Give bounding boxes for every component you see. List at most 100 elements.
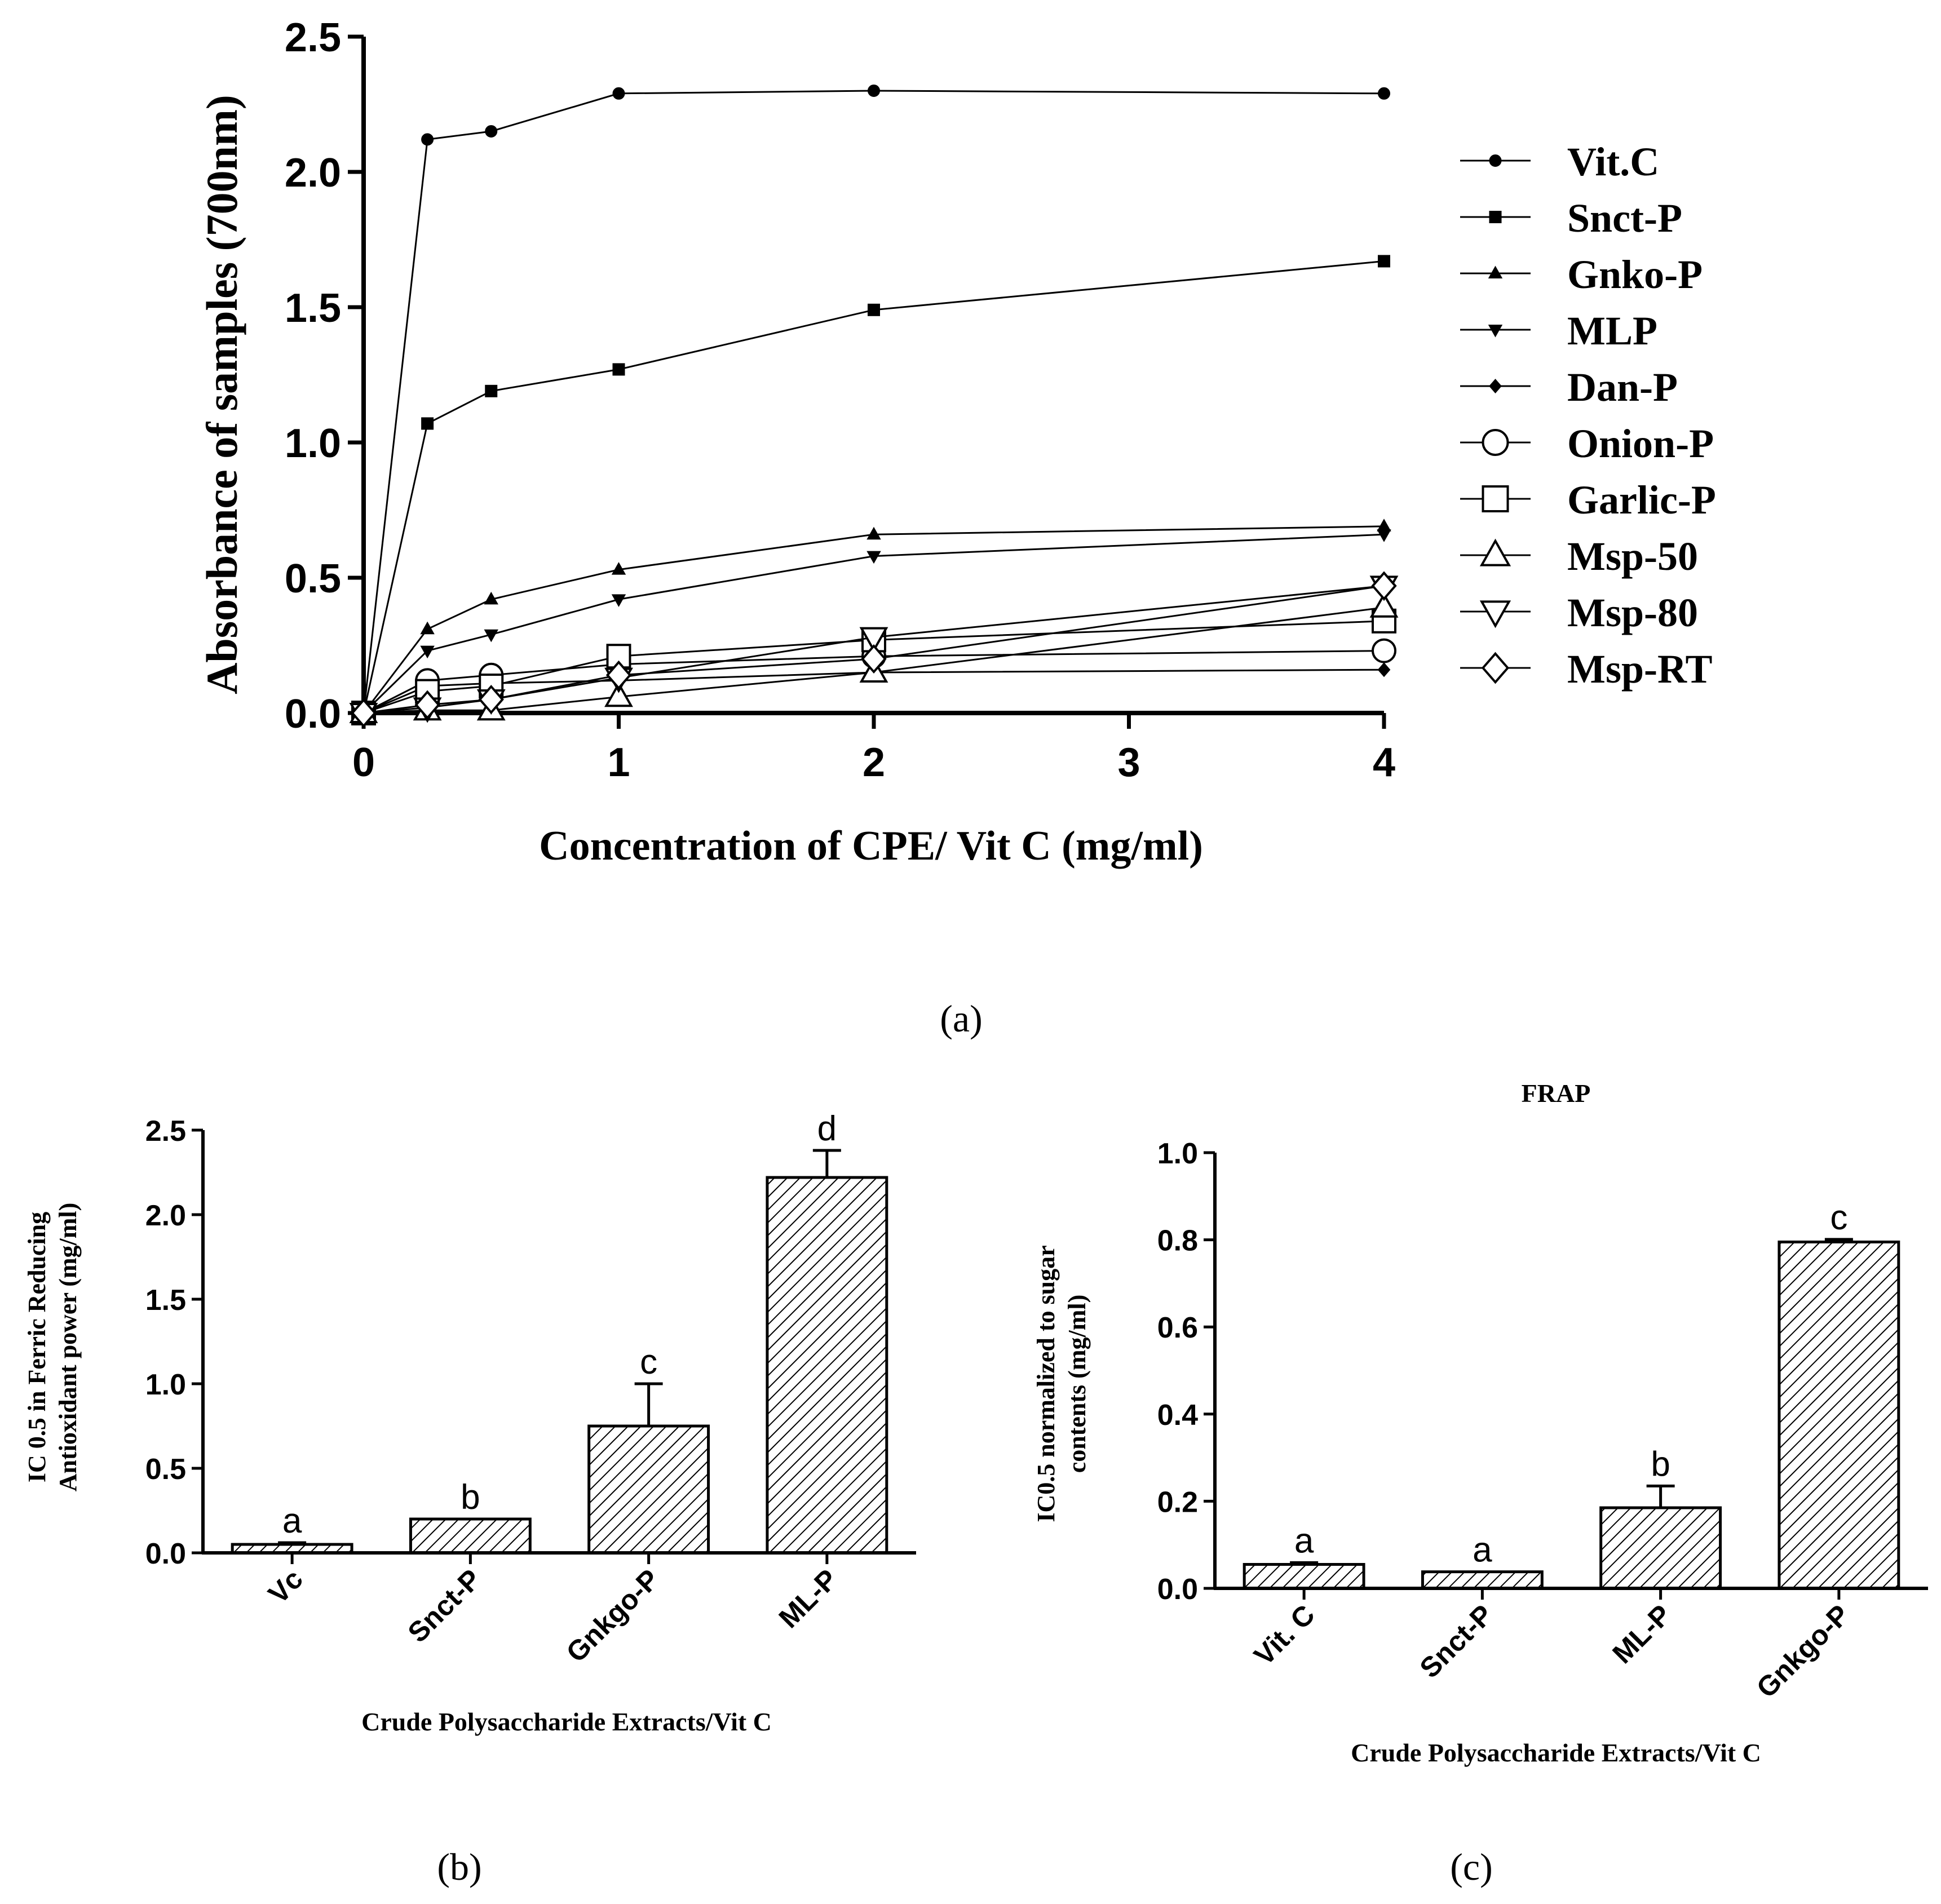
panel-b-chart: 0.0 0.5 1.0 1.5 2.0 2.5 a Vc b Snct-P c Gnkgo-P d ML… — [23, 1109, 916, 1736]
panel-b-y-axis-title-line-2: Antioxidant power (mg/ml) — [54, 1203, 82, 1492]
panel-label-a: (a) — [940, 997, 982, 1040]
data-point-mlp — [1377, 529, 1391, 542]
series-line-gnko-p — [362, 525, 1385, 714]
panel-a-legend: Vit.C Snct-P Gnko-P MLP Dan-P Onion-P Garlic-P… — [1460, 139, 1716, 692]
panel-b-y-tick-label: 1.0 — [145, 1369, 186, 1401]
panel-b-bar-vc — [231, 1543, 353, 1555]
panel-a-y-tick-label: 0.0 — [285, 692, 341, 737]
panel-c-significance-label-ml-p: b — [1651, 1445, 1670, 1484]
panel-c-y-tick-label: 0.4 — [1157, 1399, 1198, 1432]
legend-marker-onion-p — [1482, 429, 1509, 456]
data-point-vit-c — [421, 133, 434, 146]
data-point-dan-p — [1377, 662, 1391, 678]
panel-b-y-tick-label: 0.0 — [145, 1538, 186, 1570]
panel-a-y-tick-label: 0.5 — [285, 556, 341, 601]
legend-entry-msp-50: Msp-50 — [1460, 534, 1698, 579]
data-point-gnko-p — [420, 621, 435, 635]
data-point-snct-p — [485, 384, 498, 397]
legend-label-snct-p: Snct-P — [1567, 196, 1682, 241]
panel-c-bar-group-snct-p: a Snct-P — [1414, 1531, 1544, 1684]
panel-c-y-tick-label: 0.2 — [1157, 1486, 1198, 1518]
panel-c-significance-label-vit-c: a — [1294, 1521, 1314, 1560]
panel-c-bar-group-vit-c: a Vit. C — [1243, 1521, 1365, 1672]
panel-b-x-tick-label-snct-p: Snct-P — [402, 1563, 488, 1649]
legend-marker-msp-50 — [1479, 538, 1511, 566]
panel-c-chart: 0.0 0.2 0.4 0.6 0.8 1.0 a Vit. C a Snct-P b ML-P c G… — [1032, 1079, 1928, 1767]
panel-a-ticks: 0.0 0.5 1.0 1.5 2.0 2.5 0 1 2 3 4 — [285, 15, 1395, 785]
data-point-msp-rt — [1371, 571, 1397, 601]
data-point-mlp — [420, 645, 435, 659]
series-line-vit-c — [362, 90, 1385, 714]
panel-b-bar-group-vc: a Vc — [231, 1502, 353, 1610]
panel-b-bar-group-gnkgo-p: c Gnkgo-P — [560, 1343, 710, 1668]
panel-a-y-tick-label: 1.5 — [285, 286, 341, 331]
series-msp-rt — [351, 571, 1397, 728]
legend-label-onion-p: Onion-P — [1567, 421, 1714, 466]
data-point-gnko-p — [1377, 519, 1391, 532]
panel-c-y-axis-title-line-2: contents (mg/ml) — [1063, 1295, 1091, 1473]
legend-entry-mlp: MLP — [1460, 308, 1657, 353]
panel-c-y-axis-title-line-1: IC0.5 normalized to sugar — [1032, 1245, 1060, 1522]
panel-b-bar-snct-p — [409, 1517, 532, 1555]
legend-label-dan-p: Dan-P — [1567, 365, 1678, 410]
panel-c-bars: a Vit. C a Snct-P b ML-P c Gnkgo-P — [1243, 1198, 1900, 1704]
panel-a-x-tick-label: 4 — [1373, 740, 1395, 785]
data-point-msp-rt — [478, 684, 504, 715]
panel-c-y-tick-label: 0.8 — [1157, 1225, 1198, 1257]
panel-a-y-axis-title: Absorbance of samples (700nm) — [197, 95, 246, 694]
panel-b-bar-group-snct-p: b Snct-P — [402, 1478, 532, 1649]
panel-b-significance-label-ml-p: d — [817, 1109, 837, 1148]
legend-label-msp-80: Msp-80 — [1567, 590, 1698, 635]
panel-b-bars: a Vc b Snct-P c Gnkgo-P d ML-P — [231, 1109, 888, 1668]
legend-marker-gnko-p — [1488, 265, 1503, 278]
data-point-gnko-p — [484, 591, 498, 605]
panel-label-c: (c) — [1450, 1845, 1492, 1888]
panel-c-bar-ml-p — [1599, 1506, 1722, 1590]
legend-label-mlp: MLP — [1567, 308, 1657, 353]
panel-a-chart: 0.0 0.5 1.0 1.5 2.0 2.5 0 1 2 3 4 Vit.C Snct-P Gnko-… — [197, 15, 1716, 869]
data-point-snct-p — [421, 417, 434, 430]
data-point-snct-p — [1378, 255, 1390, 268]
legend-marker-garlic-p — [1482, 485, 1509, 512]
panel-b-significance-label-gnkgo-p: c — [640, 1343, 657, 1381]
panel-a-axes — [361, 37, 1384, 715]
legend-entry-garlic-p: Garlic-P — [1460, 477, 1716, 523]
series-line-mlp — [362, 533, 1385, 714]
legend-label-msp-rt: Msp-RT — [1567, 647, 1712, 692]
panel-c-y-tick-label: 0.6 — [1157, 1312, 1198, 1344]
panel-b-bar-gnkgo-p — [587, 1424, 710, 1555]
panel-b-y-tick-label: 1.5 — [145, 1284, 186, 1317]
panel-a-y-tick-label: 2.5 — [285, 15, 341, 60]
data-point-msp-rt — [861, 644, 887, 674]
legend-marker-dan-p — [1489, 378, 1502, 394]
series-line-snct-p — [362, 260, 1385, 714]
panel-b-x-tick-label-vc: Vc — [262, 1563, 309, 1610]
series-line-msp-80 — [363, 585, 1385, 714]
panel-c-y-tick-label: 1.0 — [1157, 1137, 1198, 1170]
legend-marker-snct-p — [1489, 211, 1502, 223]
panel-c-significance-label-gnkgo-p: c — [1830, 1198, 1847, 1237]
data-point-mlp — [866, 551, 881, 564]
data-point-mlp — [484, 629, 498, 643]
panel-b-y-axis-title-line-1: IC 0.5 in Ferric Reducing — [23, 1212, 51, 1482]
panel-c-x-tick-label-ml-p: ML-P — [1606, 1599, 1677, 1670]
panel-a-y-tick-label: 1.0 — [285, 421, 341, 466]
legend-entry-msp-80: Msp-80 — [1460, 590, 1698, 635]
panel-a-x-axis-title: Concentration of CPE/ Vit C (mg/ml) — [539, 823, 1203, 869]
data-point-vit-c — [868, 85, 880, 97]
data-point-msp-50 — [604, 681, 633, 707]
panel-b-bar-group-ml-p: d ML-P — [766, 1109, 888, 1634]
data-point-vit-c — [485, 125, 498, 138]
legend-marker-vit-c — [1489, 154, 1502, 167]
panel-b-x-axis-title: Crude Polysaccharide Extracts/Vit C — [361, 1707, 772, 1736]
data-point-mlp — [611, 594, 626, 607]
panel-c-bar-gnkgo-p — [1778, 1240, 1900, 1590]
panel-c-x-tick-label-vit-c: Vit. C — [1248, 1599, 1321, 1671]
panel-b-x-tick-label-gnkgo-p: Gnkgo-P — [560, 1563, 665, 1668]
panel-c-significance-label-snct-p: a — [1473, 1531, 1492, 1570]
data-point-msp-rt — [414, 690, 440, 720]
legend-marker-mlp — [1488, 325, 1503, 338]
panel-b-significance-label-snct-p: b — [461, 1478, 480, 1517]
panel-c-x-tick-label-snct-p: Snct-P — [1414, 1599, 1500, 1684]
